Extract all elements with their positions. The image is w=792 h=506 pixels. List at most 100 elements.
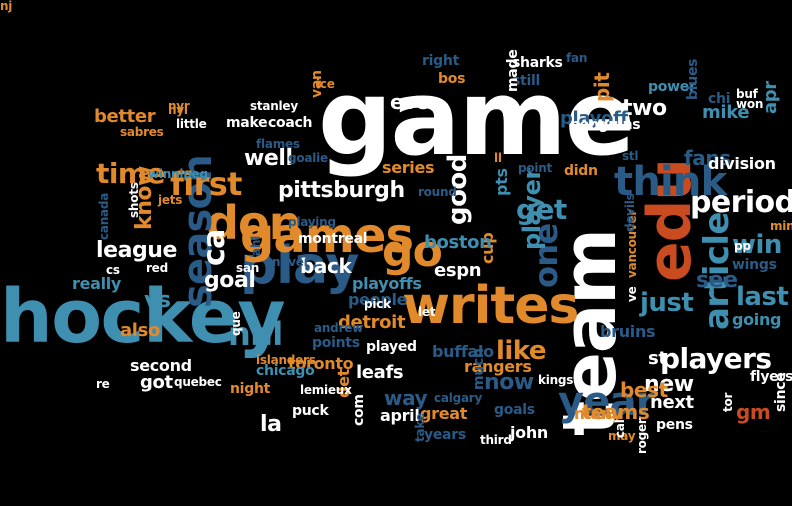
cloud-word: fan: [566, 51, 588, 65]
cloud-word: que: [229, 311, 243, 336]
cloud-word: games: [240, 208, 414, 264]
cloud-word: much: [471, 348, 487, 390]
cloud-word: ca: [197, 229, 232, 266]
cloud-word: cs: [106, 263, 120, 277]
cloud-word: many: [574, 404, 623, 423]
cloud-word: power: [648, 79, 696, 95]
cloud-word: hockey: [0, 274, 286, 360]
cloud-word: sabres: [120, 125, 164, 139]
cloud-word: may: [608, 429, 636, 443]
cloud-word: just: [640, 288, 694, 318]
cloud-word: go: [382, 226, 443, 277]
cloud-word: pens: [656, 417, 693, 433]
cloud-word: quebec: [174, 375, 222, 389]
cloud-word: blues: [685, 58, 701, 100]
cloud-word: stanley: [250, 99, 298, 113]
cloud-word: way: [384, 386, 428, 410]
cloud-word: com: [351, 394, 367, 426]
cloud-word: pp: [734, 239, 751, 253]
cloud-word: flames: [256, 137, 300, 151]
cloud-word: nyr: [168, 99, 190, 113]
cloud-word: little: [176, 117, 207, 131]
cloud-word: still: [512, 73, 541, 89]
cloud-word: league: [96, 238, 177, 263]
cloud-word: well: [244, 146, 293, 171]
cloud-word: fans: [684, 146, 731, 170]
cloud-word: never: [272, 255, 310, 269]
cloud-word: division: [708, 154, 776, 173]
cloud-word: chicago: [256, 363, 315, 379]
cloud-word: coach: [268, 115, 313, 131]
cloud-word: sharks: [512, 55, 563, 71]
cloud-word: take: [413, 413, 427, 442]
cloud-word: buffalo: [432, 342, 494, 361]
cloud-word: roger: [635, 418, 649, 454]
cloud-word: last: [736, 282, 789, 312]
cloud-word: two: [622, 96, 667, 121]
cloud-word: get: [516, 193, 567, 226]
cloud-word: st: [648, 348, 667, 369]
cloud-word: points: [312, 335, 360, 351]
cloud-word: san: [236, 261, 260, 275]
cloud-word: better: [94, 106, 156, 127]
cloud-word: also: [120, 320, 160, 341]
cloud-word: series: [382, 158, 435, 177]
cloud-word: devils: [623, 193, 637, 232]
cloud-word: apr: [760, 81, 781, 114]
cloud-word: winnipeg: [148, 167, 208, 181]
cloud-word: now: [484, 370, 534, 395]
cloud-word: espn: [434, 260, 482, 281]
cloud-word: mike: [702, 102, 750, 123]
cloud-word: let: [418, 305, 436, 319]
cloud-word: nj: [0, 0, 13, 13]
cloud-word: best: [620, 378, 668, 402]
cloud-word: playoffs: [352, 274, 422, 293]
cloud-word: cal: [613, 419, 627, 438]
cloud-word: la: [260, 412, 282, 437]
cloud-word: win: [732, 230, 782, 260]
cloud-word: jets: [158, 193, 183, 207]
cloud-word: people: [348, 290, 408, 309]
cloud-word: made: [505, 49, 521, 92]
cloud-word: since: [773, 372, 789, 413]
cloud-word: stl: [622, 149, 639, 163]
cloud-word: year: [558, 379, 656, 425]
cloud-word: tor: [721, 392, 735, 412]
cloud-word: andrew: [314, 321, 363, 335]
cloud-word: teams: [582, 400, 650, 424]
cloud-word: really: [72, 274, 122, 293]
cloud-word: third: [480, 433, 512, 447]
cloud-word: ahl: [249, 235, 263, 256]
cloud-word: next: [650, 392, 694, 413]
cloud-word: time: [96, 157, 165, 190]
cloud-word: going: [732, 310, 782, 329]
cloud-word: ice: [316, 77, 335, 91]
cloud-word: second: [130, 356, 192, 375]
cloud-word: penguins: [570, 117, 641, 133]
cloud-word: calgary: [434, 391, 483, 405]
cloud-word: won: [736, 97, 764, 111]
cloud-word: see: [696, 268, 738, 293]
cloud-word: boston: [424, 232, 492, 253]
cloud-word: kings: [538, 373, 574, 387]
cloud-word: nhl: [228, 315, 283, 353]
cloud-word: pit: [590, 72, 614, 102]
cloud-word: buf: [736, 87, 758, 101]
cloud-word: red: [146, 261, 168, 275]
cloud-word: ve: [625, 286, 639, 302]
cloud-word: play: [240, 236, 359, 296]
cloud-word: john: [510, 423, 548, 442]
cloud-word: playing: [288, 215, 336, 229]
cloud-word: player: [518, 168, 546, 250]
cloud-word: montreal: [298, 231, 368, 247]
cloud-word: re: [96, 377, 110, 391]
cloud-word: game: [318, 57, 635, 179]
cloud-word: years: [424, 427, 466, 443]
cloud-word: vs: [144, 288, 171, 313]
cloud-word: puck: [292, 403, 329, 419]
cloud-word: round: [418, 185, 457, 199]
cloud-word: like: [496, 336, 547, 366]
cloud-word: min: [770, 219, 792, 233]
cloud-word: didn: [564, 163, 598, 179]
cloud-word: played: [366, 339, 417, 355]
